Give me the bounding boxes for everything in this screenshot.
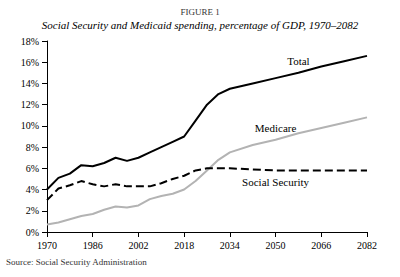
svg-text:14%: 14% xyxy=(21,78,39,89)
svg-text:2082: 2082 xyxy=(357,240,377,251)
svg-text:1970: 1970 xyxy=(37,240,57,251)
svg-text:2050: 2050 xyxy=(266,240,286,251)
svg-text:Medicare: Medicare xyxy=(255,122,297,134)
svg-text:2066: 2066 xyxy=(311,240,331,251)
svg-text:16%: 16% xyxy=(21,57,39,68)
svg-text:12%: 12% xyxy=(21,99,39,110)
svg-text:Source: Social Security Admini: Source: Social Security Administration xyxy=(6,257,147,267)
svg-text:18%: 18% xyxy=(21,36,39,47)
svg-text:Social Security: Social Security xyxy=(242,176,309,188)
svg-text:0%: 0% xyxy=(26,227,39,238)
svg-text:FIGURE 1: FIGURE 1 xyxy=(180,7,219,17)
svg-text:2002: 2002 xyxy=(128,240,148,251)
svg-text:Total: Total xyxy=(287,55,309,67)
svg-text:2%: 2% xyxy=(26,205,39,216)
svg-text:6%: 6% xyxy=(26,163,39,174)
svg-text:Social Security and Medicaid s: Social Security and Medicaid spending, p… xyxy=(42,19,359,31)
svg-text:2034: 2034 xyxy=(220,240,240,251)
svg-text:1986: 1986 xyxy=(83,240,103,251)
svg-text:2018: 2018 xyxy=(174,240,194,251)
svg-text:4%: 4% xyxy=(26,184,39,195)
svg-text:8%: 8% xyxy=(26,142,39,153)
svg-text:10%: 10% xyxy=(21,120,39,131)
